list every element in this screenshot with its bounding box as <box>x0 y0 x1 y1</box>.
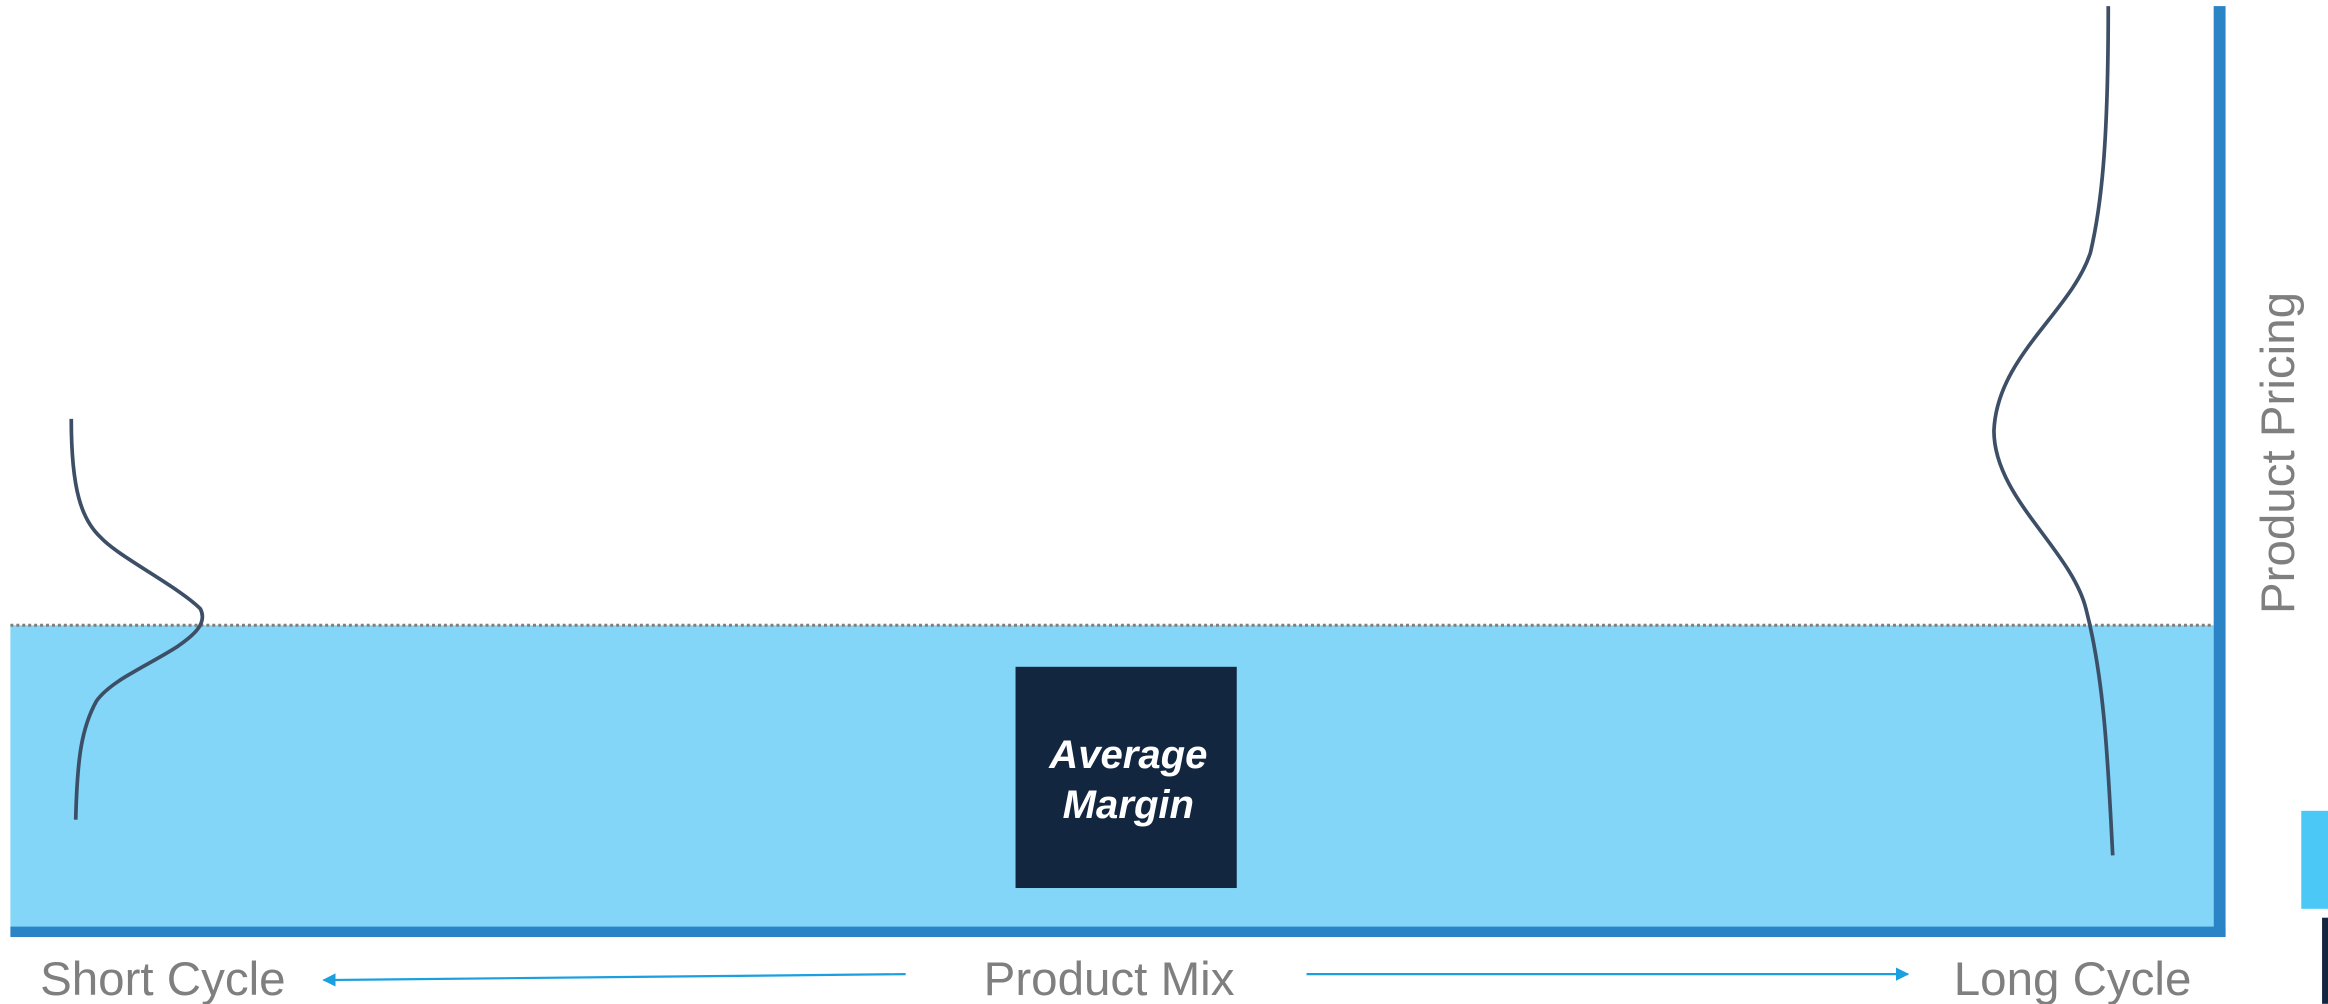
box-line: Average <box>1048 733 1207 777</box>
x-left-label: Short Cycle <box>40 953 286 1004</box>
long-cycle-curve <box>1992 6 2115 856</box>
edge-block <box>2301 810 2328 909</box>
y-axis <box>2213 6 2226 938</box>
arrow-left <box>322 973 906 987</box>
x-center-label: Product Mix <box>984 953 1235 1004</box>
edge-block <box>2322 917 2328 1004</box>
margin-box <box>1015 666 1237 889</box>
box-line: Margin <box>1063 783 1194 827</box>
y-axis-label: Product Pricing <box>2252 292 2305 614</box>
short-cycle-curve <box>69 418 205 820</box>
x-axis <box>10 926 2226 938</box>
x-right-label: Long Cycle <box>1954 953 2192 1004</box>
